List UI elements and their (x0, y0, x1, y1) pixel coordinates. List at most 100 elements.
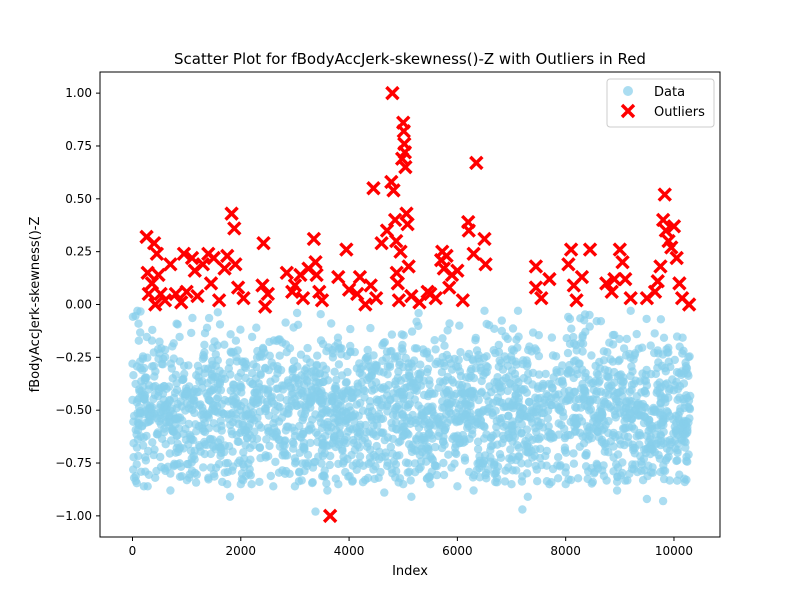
data-point (131, 379, 140, 389)
data-point (471, 336, 480, 345)
data-point (587, 351, 596, 360)
data-point (513, 441, 522, 450)
data-point (173, 415, 182, 424)
data-point (662, 345, 671, 354)
data-point (613, 463, 623, 472)
data-point (459, 414, 468, 423)
outlier-point (230, 280, 246, 295)
data-point (455, 367, 465, 376)
data-point (239, 448, 248, 457)
data-point (367, 380, 377, 389)
data-point (347, 393, 357, 402)
data-point (278, 338, 287, 347)
data-point (365, 372, 374, 382)
data-point (175, 332, 184, 342)
data-point (495, 356, 504, 365)
data-point (182, 476, 192, 485)
data-point (547, 394, 556, 403)
data-point (456, 348, 465, 357)
data-point (497, 316, 506, 325)
data-point (431, 442, 440, 452)
data-point (397, 387, 407, 396)
data-point (447, 463, 456, 472)
data-point (335, 437, 344, 447)
data-point (391, 460, 401, 469)
data-point (394, 438, 403, 447)
x-axis-label: Index (392, 564, 428, 579)
outlier-point (477, 231, 492, 247)
data-point (611, 413, 620, 422)
data-point (407, 492, 416, 501)
data-point (528, 435, 537, 444)
data-point (533, 477, 542, 486)
data-point (318, 398, 327, 407)
data-point (156, 462, 166, 472)
data-point (320, 449, 329, 458)
data-point (143, 482, 152, 491)
data-point (301, 459, 310, 468)
data-point (348, 461, 357, 470)
outlier-point (388, 233, 404, 249)
data-layer (128, 306, 695, 516)
data-point (640, 386, 649, 396)
data-point (506, 445, 515, 454)
outlier-point (366, 181, 381, 196)
outlier-point (469, 155, 484, 171)
data-point (284, 378, 293, 387)
data-point (311, 457, 320, 467)
data-point (322, 365, 331, 374)
data-point (241, 373, 250, 383)
data-point (401, 353, 410, 363)
data-point (247, 332, 257, 342)
outlier-point (442, 280, 457, 295)
outlier-point (358, 297, 373, 312)
outlier-point (681, 297, 697, 312)
data-point (656, 315, 666, 324)
data-point (444, 450, 453, 459)
data-point (482, 468, 491, 478)
data-point (129, 439, 138, 448)
data-point (269, 482, 278, 491)
data-point (514, 332, 523, 341)
data-point (175, 357, 185, 366)
data-point (254, 391, 264, 400)
data-point (565, 366, 574, 375)
outlier-point (653, 259, 668, 274)
legend-outlier-marker (620, 103, 636, 119)
outlier-point (658, 223, 674, 238)
data-point (640, 376, 649, 385)
data-point (231, 410, 240, 419)
outlier-point (604, 284, 619, 300)
data-point (576, 314, 585, 323)
data-point (613, 450, 623, 459)
data-point (386, 442, 395, 452)
data-point (289, 323, 298, 332)
data-point (233, 437, 242, 446)
data-point (404, 413, 413, 423)
data-point (225, 492, 235, 501)
outlier-point (390, 276, 406, 291)
data-point (629, 355, 638, 364)
data-point (606, 437, 615, 446)
data-point (317, 389, 326, 398)
legend: Data Outliers (606, 78, 715, 128)
data-point (367, 415, 377, 424)
data-point (675, 393, 684, 402)
outlier-point (306, 231, 322, 247)
data-point (527, 347, 536, 356)
data-point (352, 388, 361, 397)
outlier-point (146, 236, 162, 251)
data-point (458, 430, 468, 440)
data-point (439, 358, 449, 367)
data-point (363, 345, 372, 355)
data-point (482, 352, 491, 361)
outlier-point (141, 286, 156, 302)
data-point (407, 443, 416, 453)
data-point (255, 477, 264, 487)
data-point (401, 401, 410, 410)
data-point (569, 417, 579, 427)
data-point (522, 388, 531, 397)
data-point (472, 346, 482, 355)
data-point (264, 365, 273, 375)
outlier-point (398, 159, 413, 175)
